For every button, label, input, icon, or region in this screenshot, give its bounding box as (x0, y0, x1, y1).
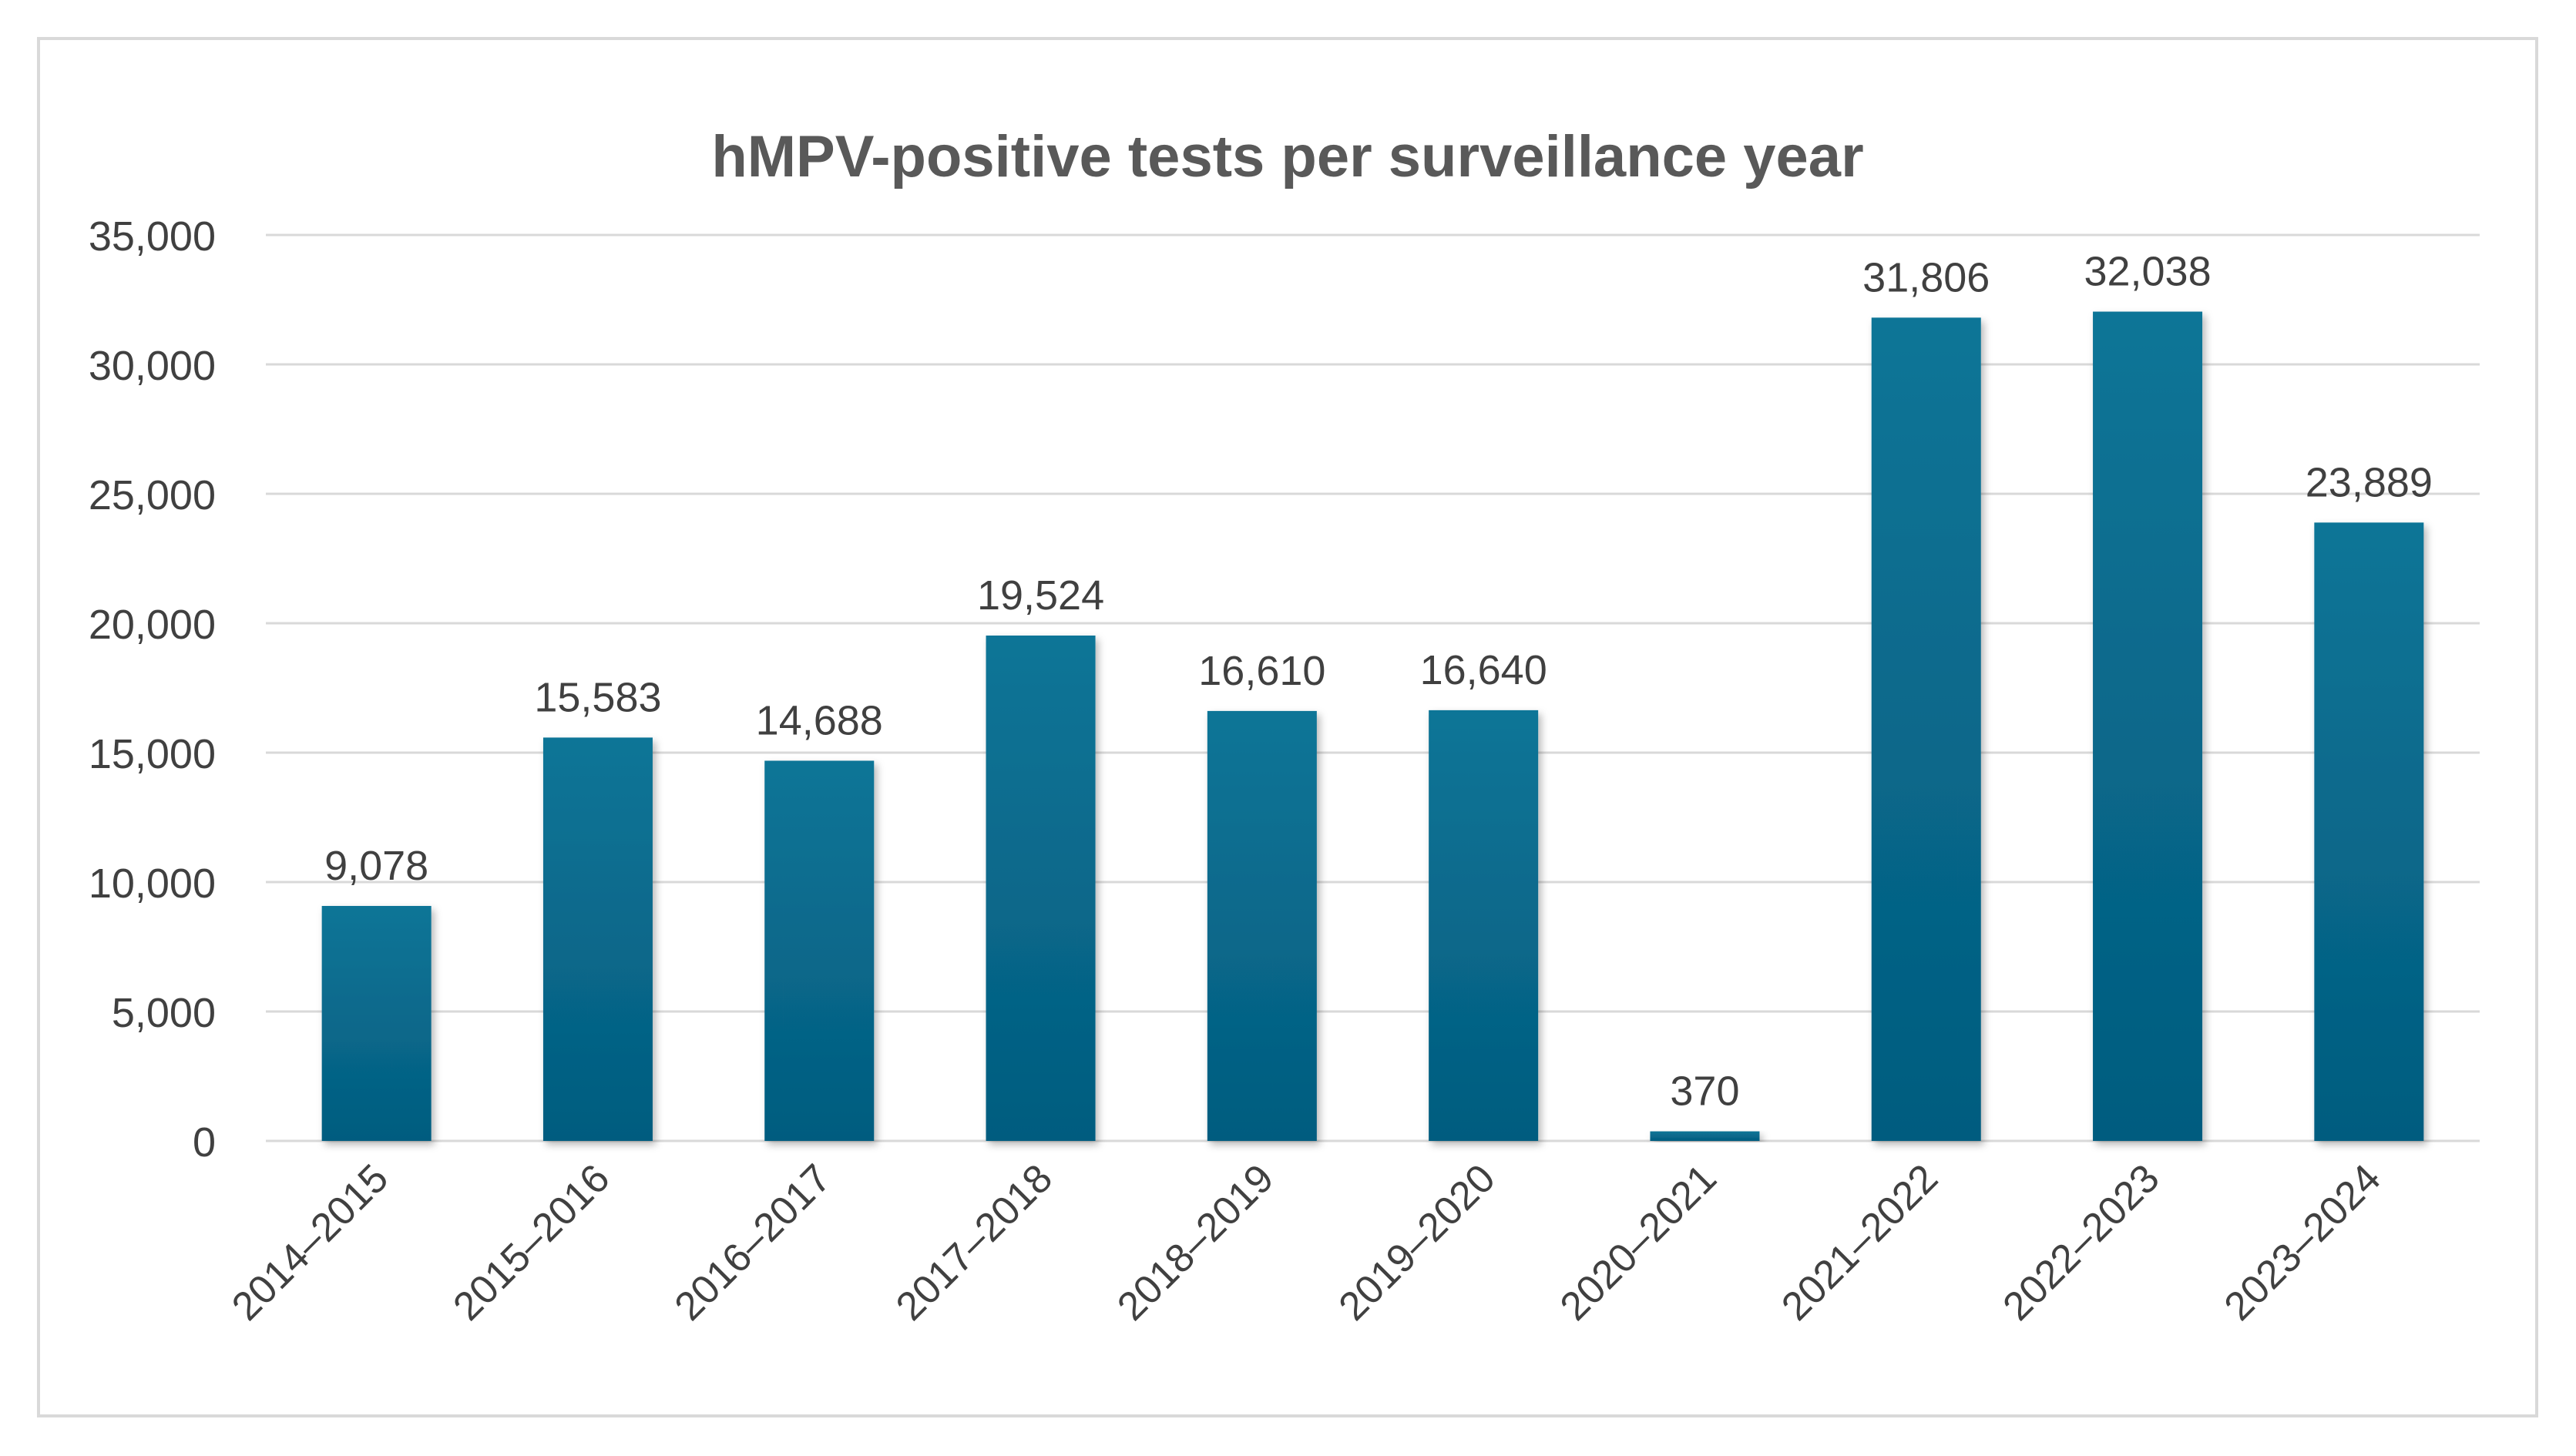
y-tick-label: 5,000 (112, 990, 216, 1036)
x-category-label: 2016–2017 (667, 1156, 840, 1329)
data-label: 9,078 (324, 843, 428, 889)
bar-2014–2015 (321, 905, 432, 1141)
data-labels: 9,078 15,583 14,688 19,524 16,610 16,640 370 31… (324, 249, 2433, 1115)
data-label: 15,583 (534, 674, 661, 720)
bar-2018–2019 (1207, 710, 1317, 1141)
x-category-label: 2018–2019 (1109, 1156, 1282, 1329)
x-category-label: 2019–2020 (1331, 1156, 1504, 1329)
x-axis-categories: 2014–2015 2015–2016 2016–2017 2017–2018 2018… (223, 1156, 2390, 1329)
data-label: 370 (1670, 1069, 1739, 1115)
chart-title: hMPV-positive tests per surveillance yea… (711, 124, 1864, 190)
data-label: 19,524 (977, 572, 1104, 619)
y-tick-label: 0 (193, 1119, 216, 1166)
x-category-label: 2021–2022 (1773, 1156, 1946, 1329)
y-tick-label: 25,000 (89, 472, 216, 518)
bar-2020–2021 (1650, 1131, 1760, 1141)
y-tick-label: 20,000 (89, 602, 216, 648)
y-tick-label: 30,000 (89, 343, 216, 389)
bar-2023–2024 (2314, 522, 2424, 1141)
bars (321, 311, 2424, 1142)
data-label: 32,038 (2084, 249, 2211, 295)
x-category-label: 2015–2016 (445, 1156, 618, 1329)
x-category-label: 2017–2018 (888, 1156, 1061, 1329)
bar-2022–2023 (2093, 311, 2203, 1141)
y-tick-label: 10,000 (89, 861, 216, 907)
data-label: 14,688 (756, 697, 883, 743)
data-label: 16,610 (1198, 648, 1325, 694)
bar-2016–2017 (764, 760, 875, 1141)
data-label: 31,806 (1862, 254, 1990, 300)
data-label: 23,889 (2306, 459, 2433, 505)
x-category-label: 2014–2015 (223, 1156, 397, 1329)
data-label: 16,640 (1420, 647, 1547, 693)
bar-2021–2022 (1871, 317, 1981, 1142)
y-tick-label: 15,000 (89, 731, 216, 777)
y-axis-ticks: 0 5,000 10,000 15,000 20,000 25,000 30,000 35,0… (89, 213, 216, 1166)
x-category-label: 2020–2021 (1552, 1156, 1725, 1329)
x-category-label: 2023–2024 (2216, 1156, 2390, 1329)
bar-2015–2016 (542, 737, 653, 1141)
bar-2017–2018 (986, 635, 1096, 1141)
x-category-label: 2022–2023 (1994, 1156, 2168, 1329)
y-tick-label: 35,000 (89, 213, 216, 260)
bar-2019–2020 (1429, 710, 1539, 1141)
